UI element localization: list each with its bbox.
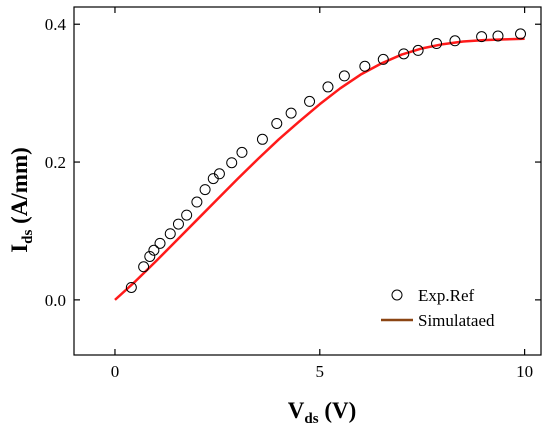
- exp-point: [154, 237, 166, 249]
- legend-marker-exp: [391, 289, 403, 301]
- y-axis-title-unit: (A/mm): [7, 147, 32, 229]
- exp-point: [304, 95, 316, 107]
- x-tick-label: 5: [316, 362, 325, 381]
- exp-point: [148, 244, 160, 256]
- x-axis-title: Vds (V): [288, 398, 357, 427]
- y-tick-label: 0.4: [45, 15, 67, 34]
- y-tick-label: 0.2: [45, 153, 66, 172]
- exp-point: [476, 31, 488, 43]
- y-tick-label: 0.0: [45, 291, 66, 310]
- exp-point: [359, 60, 371, 72]
- exp-point: [271, 117, 283, 129]
- exp-point: [492, 30, 504, 42]
- exp-point: [207, 173, 219, 185]
- exp-point: [322, 81, 334, 93]
- exp-point: [199, 184, 211, 196]
- x-tick-label: 0: [111, 362, 120, 381]
- plot-frame: [73, 6, 542, 356]
- exp-point: [377, 53, 389, 65]
- plot-layer: 0 5 10 0.0 0.2 0.4: [45, 6, 542, 381]
- exp-point: [412, 44, 424, 56]
- y-axis-title: Ids (A/mm): [7, 147, 36, 253]
- legend-label-sim: Simulataed: [418, 311, 495, 330]
- exp-point: [431, 38, 443, 50]
- exp-point: [138, 261, 150, 273]
- legend: Exp.Ref Simulataed: [381, 286, 495, 330]
- exp-point: [515, 28, 527, 40]
- exp-point: [256, 133, 268, 145]
- x-axis-title-sub: ds: [304, 411, 318, 427]
- x-tick-label: 10: [516, 362, 533, 381]
- y-axis-title-sub: ds: [20, 229, 36, 243]
- legend-label-exp: Exp.Ref: [418, 286, 475, 305]
- exp-point: [449, 35, 461, 47]
- y-axis-title-main: I: [7, 244, 32, 253]
- simulated-line: [114, 37, 525, 301]
- exp-point: [285, 107, 297, 119]
- exp-point: [213, 168, 225, 180]
- x-axis-title-main: V: [288, 398, 305, 423]
- exp-point: [236, 146, 248, 158]
- exp-point: [226, 157, 238, 169]
- exp-point: [125, 281, 137, 293]
- exp-point: [164, 228, 176, 240]
- x-axis-title-unit: (V): [319, 398, 357, 423]
- exp-point: [172, 218, 184, 230]
- exp-point: [181, 209, 193, 221]
- exp-point: [338, 70, 350, 82]
- exp-point: [144, 250, 156, 262]
- exp-point: [398, 48, 410, 60]
- exp-point: [191, 196, 203, 208]
